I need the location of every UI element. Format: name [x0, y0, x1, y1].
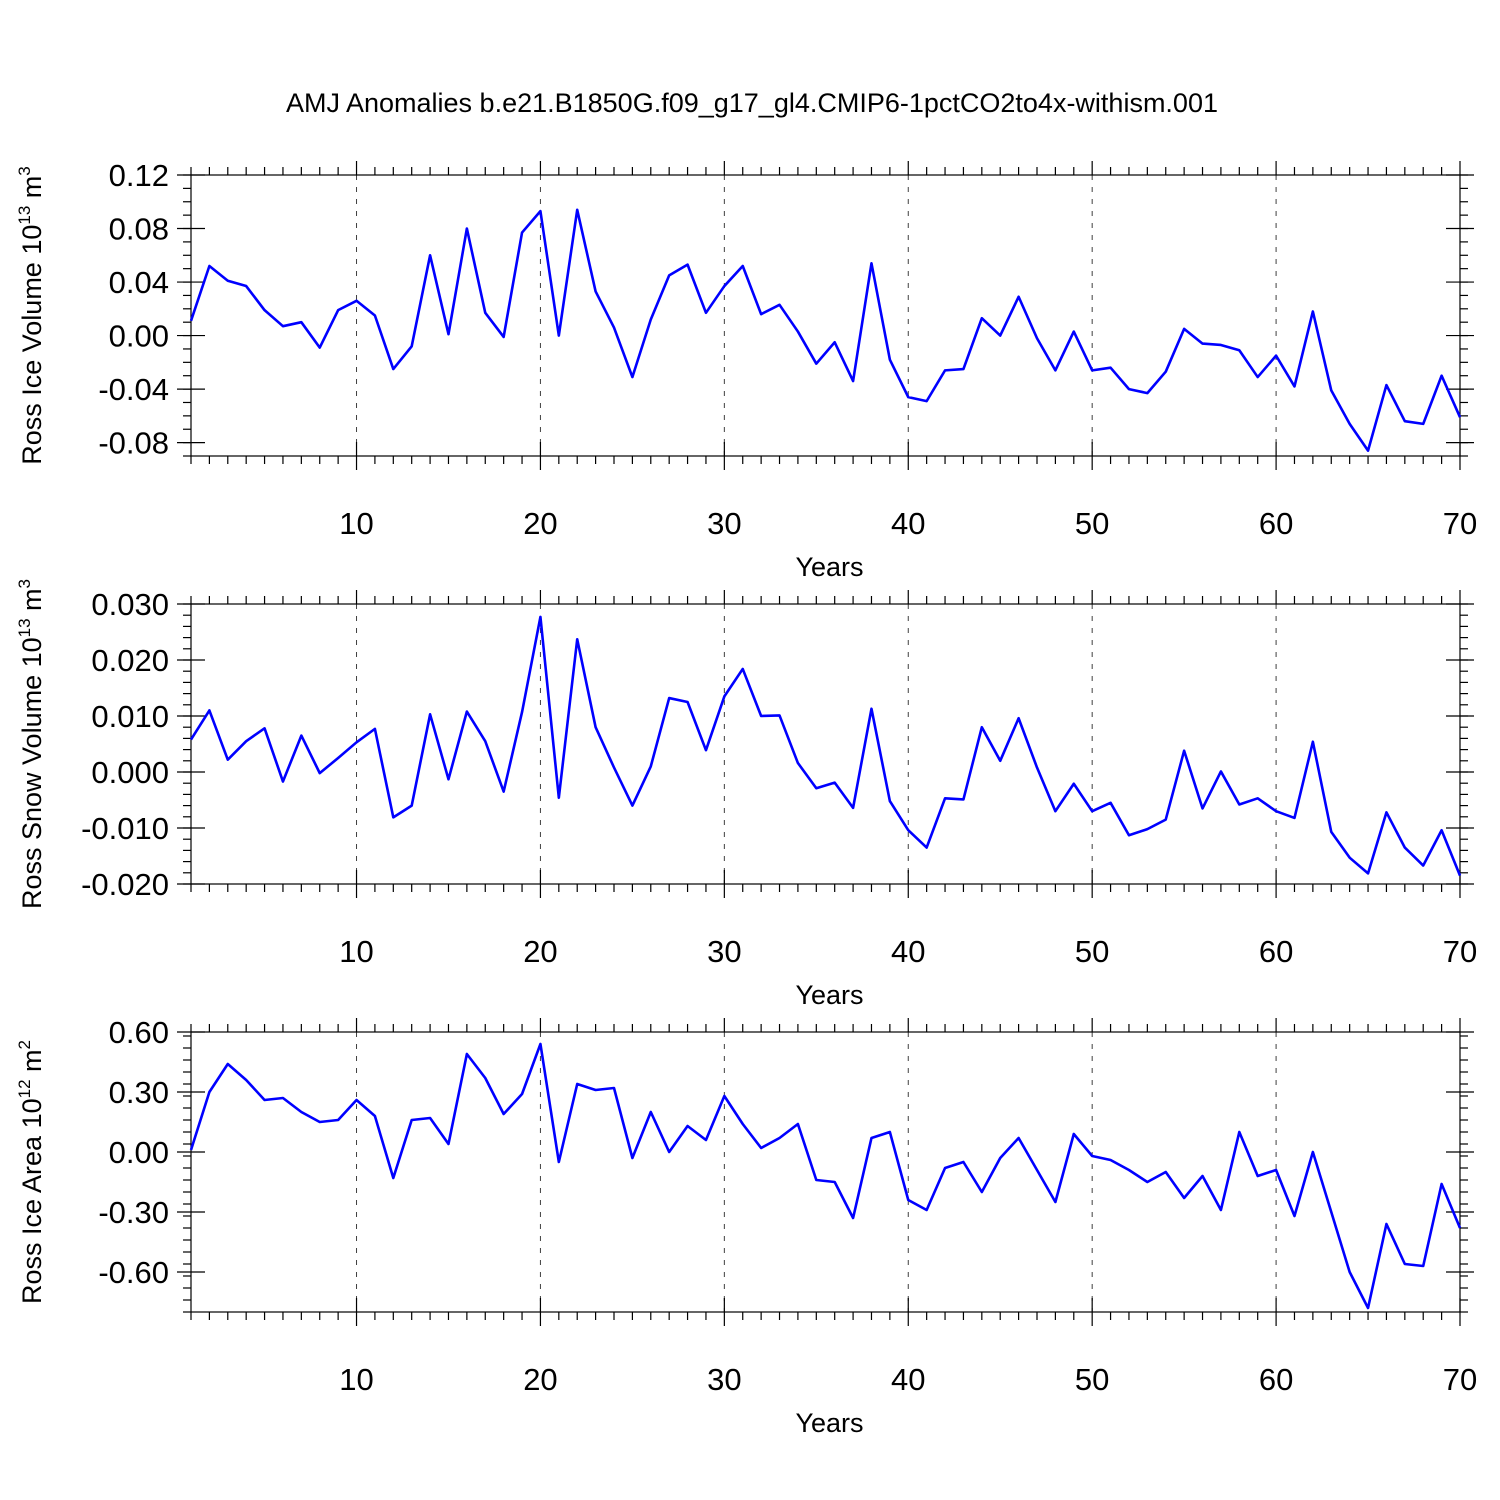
snow-volume-x-tick-label: 30	[707, 934, 741, 969]
ice-area-x-axis-title: Years	[795, 1408, 863, 1438]
ice-area-x-tick-label: 10	[339, 1362, 373, 1397]
ice-volume-y-axis-title-part: Ross Ice Volume 10	[17, 225, 47, 465]
ice-area-y-axis-title-exponent: 2	[15, 1040, 34, 1049]
ice-volume-x-tick-label: 50	[1075, 506, 1109, 541]
snow-volume-y-tick-label: 0.020	[91, 643, 169, 678]
ice-volume-y-tick-label: 0.08	[109, 212, 169, 247]
snow-volume-series-line	[189, 615, 1462, 877]
snow-volume-y-axis-title-exponent: 3	[15, 579, 34, 588]
ice-area-x-tick-label: 70	[1443, 1362, 1477, 1397]
ice-area-x-tick-label: 60	[1259, 1362, 1293, 1397]
ice-volume-x-axis-title: Years	[795, 552, 863, 582]
ice-volume-x-tick-label: 10	[339, 506, 373, 541]
ice-volume-x-tick-label: 20	[523, 506, 557, 541]
figure-title: AMJ Anomalies b.e21.B1850G.f09_g17_gl4.C…	[286, 88, 1218, 118]
ice-volume-panel: 0.12 0.08 0.04 0.00 -0.04 -0.08 10 20 30 40 50 60 70…	[15, 158, 1477, 582]
ice-area-x-tick-label: 30	[707, 1362, 741, 1397]
ice-volume-y-axis-title: Ross Ice Volume 1013 m3	[15, 166, 47, 465]
ice-volume-frame	[190, 174, 1461, 457]
ice-volume-y-tick-label: 0.00	[109, 319, 169, 354]
snow-volume-frame	[190, 603, 1461, 885]
ice-volume-y-axis-title-exponent: 3	[15, 166, 34, 175]
ice-area-x-tick-label: 20	[523, 1362, 557, 1397]
ice-area-frame	[190, 1031, 1461, 1313]
ice-area-y-axis-title-part: Ross Ice Area 10	[17, 1098, 47, 1304]
ice-volume-y-tick-label: -0.08	[98, 426, 169, 461]
ice-area-y-axis-title-part: m	[17, 1049, 47, 1079]
snow-volume-y-tick-label: 0.030	[91, 587, 169, 622]
snow-volume-x-axis-title: Years	[795, 980, 863, 1010]
ice-volume-y-tick-label: 0.12	[109, 158, 169, 193]
ice-area-y-axis-title-exponent: 12	[15, 1079, 34, 1098]
snow-volume-panel: 0.030 0.020 0.010 0.000 -0.010 -0.020 10 20 30 40…	[15, 579, 1477, 1010]
snow-volume-x-tick-label: 10	[339, 934, 373, 969]
ice-area-y-tick-label: 0.00	[109, 1135, 169, 1170]
snow-volume-y-tick-label: -0.010	[81, 811, 169, 846]
ice-area-y-tick-label: -0.30	[98, 1195, 169, 1230]
ice-area-x-tick-label: 40	[891, 1362, 925, 1397]
snow-volume-x-tick-label: 40	[891, 934, 925, 969]
snow-volume-y-axis-title-part: Ross Snow Volume 10	[17, 637, 47, 909]
ice-area-series-line	[189, 1042, 1462, 1310]
ice-volume-series-line	[189, 208, 1462, 452]
ice-volume-y-axis-title-exponent: 13	[15, 206, 34, 225]
ice-area-y-tick-label: -0.60	[98, 1255, 169, 1290]
snow-volume-x-tick-label: 20	[523, 934, 557, 969]
snow-volume-x-tick-label: 70	[1443, 934, 1477, 969]
snow-volume-x-tick-label: 60	[1259, 934, 1293, 969]
ice-volume-x-tick-label: 30	[707, 506, 741, 541]
snow-volume-y-axis-title: Ross Snow Volume 1013 m3	[15, 579, 47, 909]
snow-volume-y-tick-label: 0.000	[91, 755, 169, 790]
snow-volume-y-axis-title-exponent: 13	[15, 618, 34, 637]
snow-volume-y-tick-label: -0.020	[81, 867, 169, 902]
ice-volume-y-axis-title-part: m	[17, 176, 47, 206]
snow-volume-x-tick-label: 50	[1075, 934, 1109, 969]
ice-area-y-axis-title: Ross Ice Area 1012 m2	[15, 1040, 47, 1304]
ice-area-panel: 0.60 0.30 0.00 -0.30 -0.60 10 20 30 40 50 60 70 Year…	[15, 1015, 1477, 1438]
ice-volume-x-tick-label: 40	[891, 506, 925, 541]
snow-volume-y-axis-title-part: m	[17, 588, 47, 618]
ice-volume-x-tick-label: 70	[1443, 506, 1477, 541]
ice-volume-y-tick-label: -0.04	[98, 372, 169, 407]
snow-volume-y-tick-label: 0.010	[91, 699, 169, 734]
ice-area-x-tick-label: 50	[1075, 1362, 1109, 1397]
ice-volume-y-tick-label: 0.04	[109, 265, 169, 300]
ice-volume-x-tick-label: 60	[1259, 506, 1293, 541]
ice-area-y-tick-label: 0.30	[109, 1075, 169, 1110]
ice-area-y-tick-label: 0.60	[109, 1015, 169, 1050]
